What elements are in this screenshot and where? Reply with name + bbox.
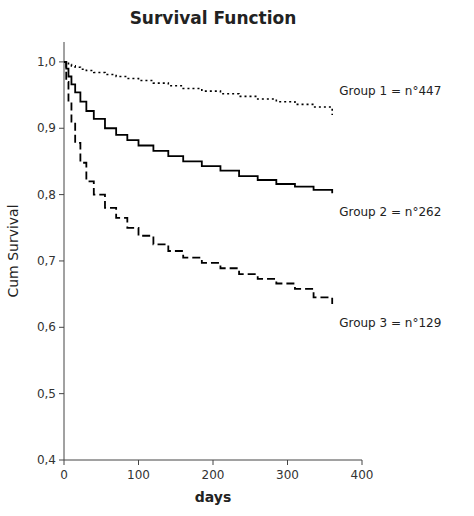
series-label: Group 1 = n°447 bbox=[339, 84, 441, 98]
chart: Survival Function 0 100 200 300 400 0,4 0,5 0,6 0… bbox=[0, 0, 474, 516]
y-tick-label: 0,5 bbox=[37, 387, 56, 401]
x-tick-label: 300 bbox=[276, 468, 299, 482]
y-tick bbox=[59, 393, 64, 394]
x-tick-label: 400 bbox=[351, 468, 374, 482]
y-tick-label: 0,4 bbox=[37, 453, 56, 467]
title: Survival Function bbox=[130, 8, 297, 28]
series-label: Group 3 = n°129 bbox=[339, 316, 441, 330]
y-tick-label: 0,7 bbox=[37, 254, 56, 268]
y-tick-label: 0,6 bbox=[37, 320, 56, 334]
y-tick bbox=[59, 128, 64, 129]
y-tick bbox=[59, 194, 64, 195]
y-tick bbox=[59, 260, 64, 261]
y-tick-label: 1,0 bbox=[37, 55, 56, 69]
x-tick bbox=[362, 460, 363, 465]
step-line bbox=[64, 62, 332, 193]
y-axis-line bbox=[64, 42, 65, 460]
plot-area bbox=[64, 62, 332, 304]
x-tick bbox=[213, 460, 214, 465]
x-tick bbox=[64, 460, 65, 465]
x-tick-label: 200 bbox=[202, 468, 225, 482]
x-tick-label: 0 bbox=[60, 468, 68, 482]
y-tick bbox=[59, 460, 64, 461]
x-tick bbox=[287, 460, 288, 465]
step-line bbox=[64, 62, 332, 115]
background bbox=[0, 0, 474, 516]
series-label: Group 2 = n°262 bbox=[339, 205, 441, 219]
x-axis-label: days bbox=[195, 489, 232, 505]
y-tick-label: 0,8 bbox=[37, 188, 56, 202]
y-tick-label: 0,9 bbox=[37, 121, 56, 135]
y-axis-label: Cum Survival bbox=[5, 204, 21, 297]
y-tick bbox=[59, 327, 64, 328]
y-tick bbox=[59, 61, 64, 62]
x-tick bbox=[138, 460, 139, 465]
step-line bbox=[64, 62, 332, 304]
x-tick-label: 100 bbox=[127, 468, 150, 482]
